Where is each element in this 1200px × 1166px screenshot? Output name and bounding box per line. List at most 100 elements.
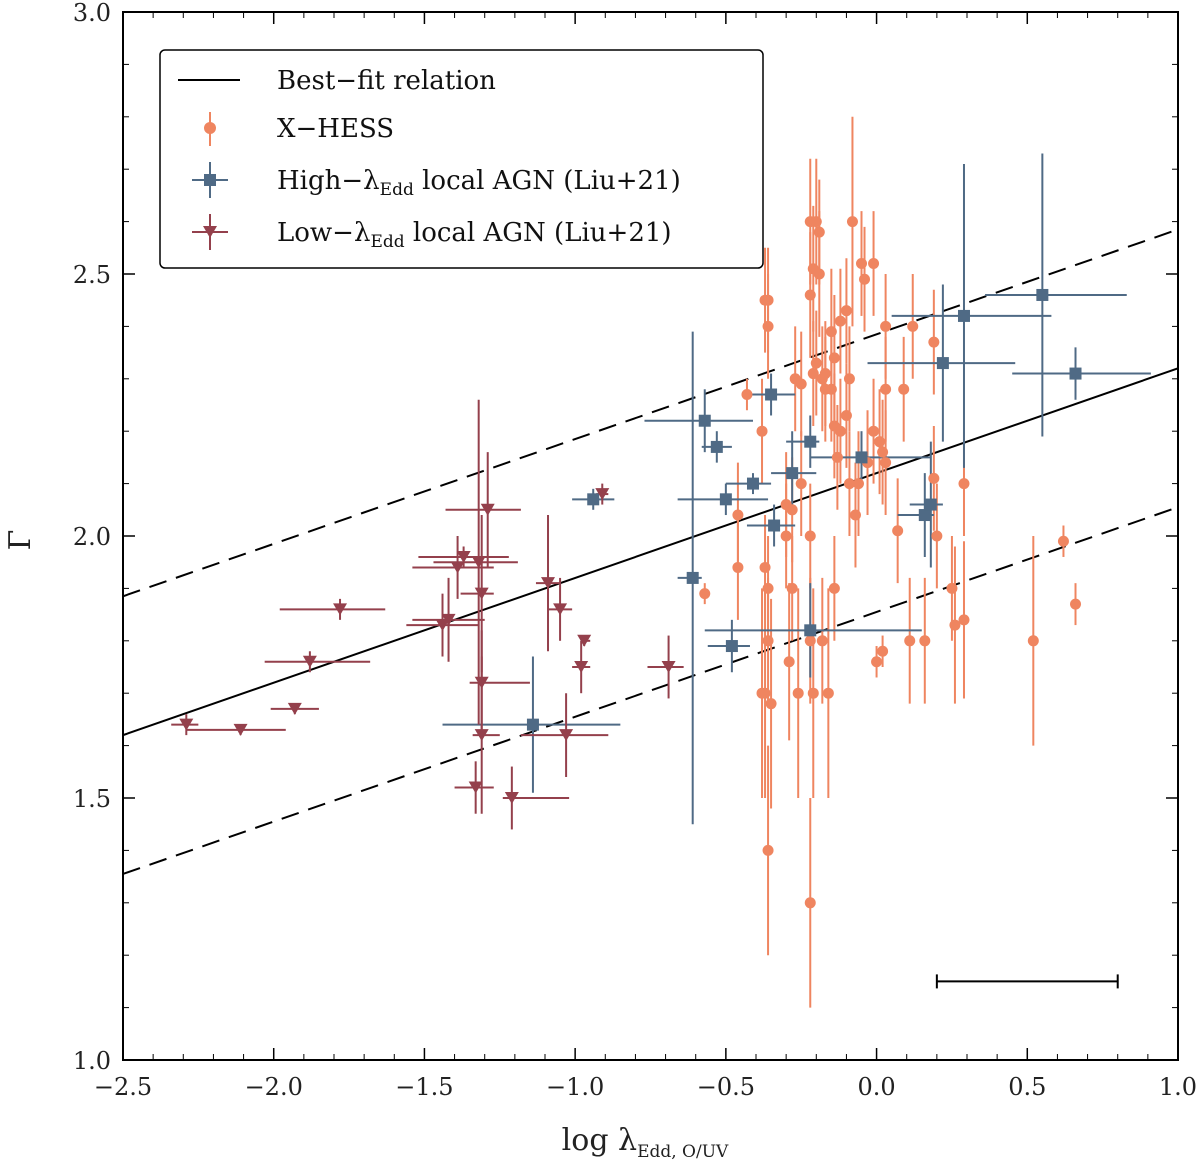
low-edd-agn-point [287,702,302,715]
xhess-point [877,645,889,657]
high-edd-agn-point [957,309,970,322]
low-edd-agn-point [468,781,483,794]
xhess-point [846,216,858,228]
legend-label-low: Low−λEdd local AGN (Liu+21) [277,218,672,252]
high-edd-agn-point [746,477,759,490]
xhess-point [834,425,846,437]
xhess-point [907,320,919,332]
xhess-point [1057,535,1069,547]
xhess-point [732,509,744,521]
xhess-point [1070,598,1082,610]
xhess-point [807,368,819,380]
x-tick-label: 0.5 [1008,1073,1046,1101]
x-tick-label: −1.0 [546,1073,604,1101]
xhess-point [831,451,843,463]
xhess-point [756,425,768,437]
low-edd-agn-point [456,550,471,563]
high-edd-agn-point [587,493,600,506]
y-tick-label: 2.0 [73,523,111,551]
high-edd-agn-point [855,451,868,464]
low-edd-agn-point [559,729,574,742]
low-edd-agn-point [435,619,450,632]
xhess-point [828,582,840,594]
xhess-point [804,530,816,542]
xhess-point [813,268,825,280]
xhess-point [762,844,774,856]
low-edd-agn-point [661,661,676,673]
legend-square-icon [204,174,216,186]
high-edd-agn-point [1069,367,1082,380]
xhess-point [868,258,880,270]
xhess-point [699,588,711,600]
xhess-point [880,320,892,332]
x-axis-title: log λEdd, O/UV [562,1123,729,1162]
high-edd-agn-point [725,640,738,653]
y-tick-label: 3.0 [73,0,111,27]
xhess-point [1027,635,1039,647]
low-edd-agn-point [574,661,589,673]
xhess-point [840,409,852,421]
high-edd-agn-point [710,440,723,453]
low-edd-agn-point [474,729,489,742]
xhess-point [834,315,846,327]
best-fit-line [122,367,1179,737]
xhess-point [759,561,771,573]
high-edd-agn-point [719,493,732,506]
xhess-point [904,635,916,647]
xhess-point [868,425,880,437]
high-edd-agn-point [804,435,817,448]
xhess-point [892,525,904,537]
xhess-point [783,656,795,668]
low-edd-agn-point [553,603,568,616]
xhess-point [732,561,744,573]
legend-triangle-icon [203,226,217,238]
xhess-point [859,273,871,285]
low-edd-agn-point [450,561,465,574]
xhess-point [807,687,819,699]
xhess-point [762,294,774,306]
legend-label-high: High−λEdd local AGN (Liu+21) [277,166,681,200]
xhess-point [804,289,816,301]
xhess-point [880,457,892,469]
fit-lines [122,228,1179,875]
xhess-point [810,216,822,228]
xhess-point [795,378,807,390]
high-edd-agn-point [1036,288,1049,301]
y-tick-label: 1.0 [73,1047,111,1075]
xhess-point [949,619,961,631]
x-tick-label: −0.5 [697,1073,755,1101]
high-edd-agn-point [698,414,711,427]
x-tick-label: 0.0 [857,1073,895,1101]
x-tick-label: 1.0 [1159,1073,1197,1101]
low-edd-agn-point [474,587,489,600]
xhess-point [852,478,864,490]
high-edd-agn-point [686,571,699,584]
xhess-point [898,383,910,395]
legend: Best−fit relation X−HESS High−λEdd local… [159,49,764,269]
low-edd-agn-point [179,718,194,731]
lower-scatter-line [122,506,1179,875]
xhess-point [762,582,774,594]
low-edd-agn-point [541,577,556,590]
low-edd-agn-point [471,556,486,569]
low-edd-agn-point [302,655,317,668]
low-edd-agn-point [441,613,456,626]
low-edd-agn-point [474,676,489,689]
high-edd-agn-point [924,498,937,511]
xhess-point [759,687,771,699]
legend-label-xhess: X−HESS [277,114,394,144]
y-tick-label: 1.5 [73,785,111,813]
xhess-point [792,687,804,699]
x-tick-label: −1.5 [395,1073,453,1101]
xhess-point [786,582,798,594]
low-edd-agn-point [577,634,592,647]
xhess-point [825,326,837,338]
high-edd-agn-point [765,388,778,401]
xhess-point [874,436,886,448]
low-edd-agn-point [595,488,610,501]
xhess-point [762,635,774,647]
xhess-point [877,446,889,458]
xhess-point [816,635,828,647]
xhess-point [816,373,828,385]
